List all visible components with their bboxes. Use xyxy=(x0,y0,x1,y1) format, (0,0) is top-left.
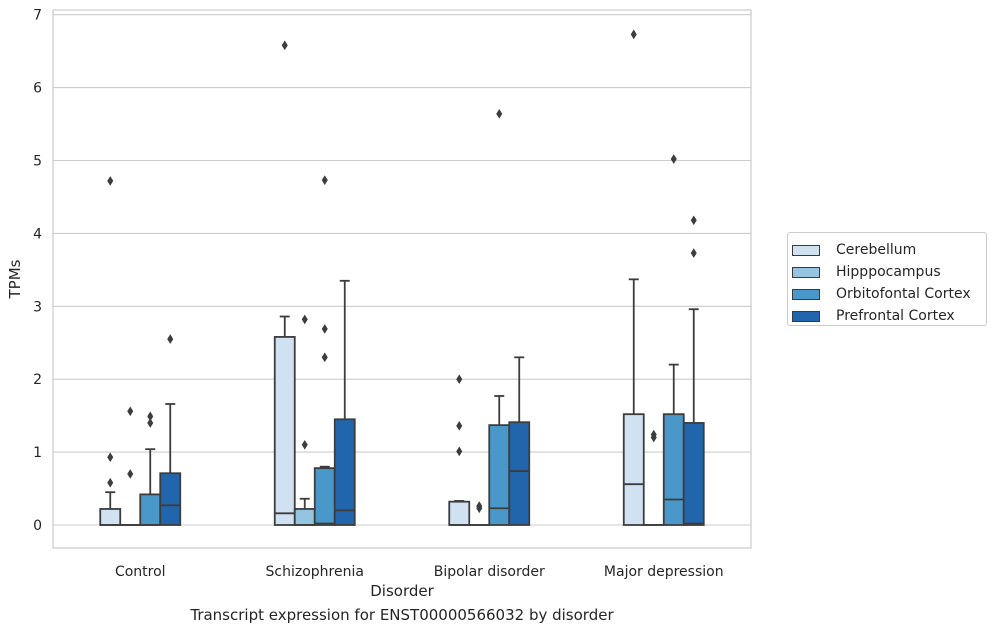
outlier-point xyxy=(301,314,308,325)
outlier-point xyxy=(456,446,463,457)
y-tick-label: 7 xyxy=(33,8,42,24)
legend-item: Orbitofontal Cortex xyxy=(792,283,971,305)
grid-lines xyxy=(53,14,751,526)
y-tick-label: 4 xyxy=(33,226,42,242)
outlier-point xyxy=(496,109,503,119)
legend-item: Prefrontal Cortex xyxy=(792,305,955,327)
outlier-point xyxy=(476,501,483,511)
box-rect xyxy=(662,413,685,526)
outlier-point xyxy=(321,175,328,186)
box-rect xyxy=(448,500,471,526)
y-tick-label: 0 xyxy=(33,518,42,534)
outlier-point xyxy=(690,215,697,226)
legend-label: Prefrontal Cortex xyxy=(836,308,955,324)
box-group xyxy=(139,411,162,526)
box-rect xyxy=(273,336,296,526)
box-rect xyxy=(682,422,705,526)
outlier-point xyxy=(670,154,677,164)
box-rect xyxy=(139,493,162,526)
outlier-point xyxy=(127,469,134,479)
legend-label: Cerebellum xyxy=(836,242,917,258)
box-group xyxy=(662,154,685,526)
box-rect xyxy=(333,418,356,526)
box-group xyxy=(622,29,645,526)
y-axis-ticks: 0 1 2 3 4 5 6 7 xyxy=(33,8,42,534)
box-group xyxy=(508,356,531,526)
x-tick-label: Major depression xyxy=(604,564,724,580)
y-tick-label: 3 xyxy=(33,299,42,315)
outlier-point xyxy=(147,411,154,422)
box-group xyxy=(682,215,705,526)
outlier-point xyxy=(456,374,463,385)
outlier-point xyxy=(650,429,657,440)
box-group xyxy=(448,374,471,526)
y-tick-label: 1 xyxy=(33,445,42,461)
legend-item: Hipppocampus xyxy=(792,261,941,283)
box-rect xyxy=(159,472,182,526)
legend-swatch xyxy=(792,288,820,300)
box-group xyxy=(159,334,182,526)
outlier-point xyxy=(690,248,697,258)
box-marks xyxy=(99,29,705,526)
outlier-point xyxy=(301,439,308,450)
x-axis-ticks: Control Schizophrenia Bipolar disorder Majo… xyxy=(115,564,724,580)
legend-item: Cerebellum xyxy=(792,239,916,261)
box-group xyxy=(313,175,336,526)
chart-title: Transcript expression for ENST0000056603… xyxy=(190,606,614,624)
outlier-point xyxy=(127,406,134,417)
legend-swatch xyxy=(792,266,820,278)
x-tick-label: Schizophrenia xyxy=(266,564,364,580)
legend-label: Hipppocampus xyxy=(836,264,941,280)
x-tick-label: Control xyxy=(115,564,166,580)
x-axis-label: Disorder xyxy=(370,582,434,600)
outlier-point xyxy=(167,334,174,344)
box-group xyxy=(273,40,296,526)
box-group xyxy=(119,406,142,526)
box-group xyxy=(488,109,511,526)
y-tick-label: 2 xyxy=(33,372,42,388)
legend-swatch xyxy=(792,244,820,256)
box-rect xyxy=(622,413,645,526)
box-rect xyxy=(313,467,336,526)
box-group xyxy=(468,501,491,526)
box-rect xyxy=(488,424,511,526)
box-rect xyxy=(293,508,316,526)
outlier-point xyxy=(281,40,288,51)
outlier-point xyxy=(147,418,154,428)
outlier-point xyxy=(630,29,637,40)
box-rect xyxy=(508,421,531,526)
outlier-point xyxy=(321,324,328,334)
box-group xyxy=(293,314,316,526)
legend-swatch xyxy=(792,310,820,322)
plot-frame xyxy=(52,9,752,549)
y-tick-label: 6 xyxy=(33,81,42,97)
outlier-point xyxy=(107,176,114,186)
box-group xyxy=(99,176,122,526)
legend-label: Orbitofontal Cortex xyxy=(836,286,971,302)
y-axis-label: TPMs xyxy=(6,259,24,299)
y-tick-label: 5 xyxy=(33,154,42,170)
box-rect xyxy=(99,508,122,526)
outlier-point xyxy=(321,352,328,363)
box-group xyxy=(333,279,356,526)
x-tick-label: Bipolar disorder xyxy=(434,564,545,580)
outlier-point xyxy=(456,421,463,431)
legend: Cerebellum Hipppocampus Orbitofontal Corte… xyxy=(787,232,987,326)
outlier-point xyxy=(107,477,114,488)
outlier-point xyxy=(107,452,114,463)
box-group xyxy=(642,429,665,526)
